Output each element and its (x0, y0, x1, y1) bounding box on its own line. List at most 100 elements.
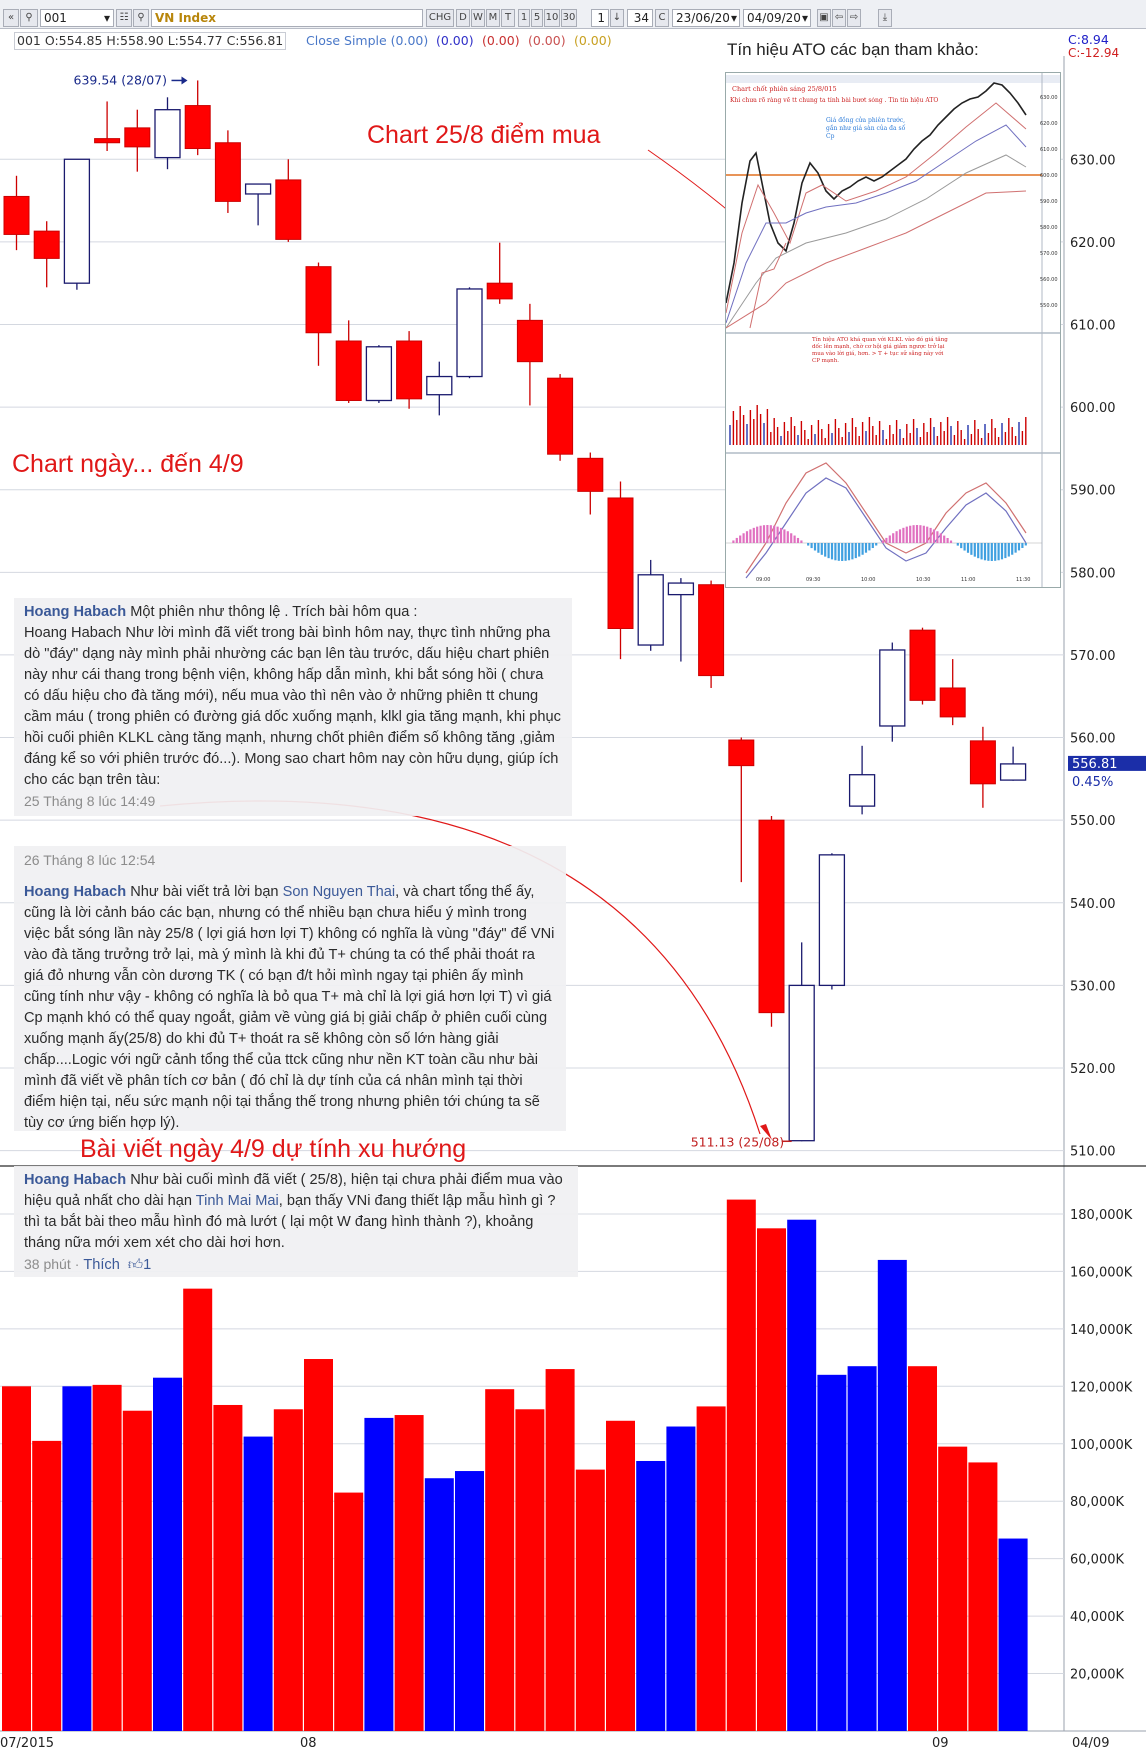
volume-bar (908, 1366, 937, 1731)
candle-body (335, 340, 362, 401)
post-3-body: , bạn thấy VNi đang thiết lập mẫu hình g… (24, 1193, 556, 1251)
post-1-time[interactable]: 25 Tháng 8 lúc 14:49 (24, 793, 156, 809)
interval-1-button[interactable]: 1 (518, 9, 530, 27)
symbol-code-select[interactable]: 001 ▾ (40, 9, 114, 27)
volume-bar (424, 1478, 454, 1731)
nav-back-button[interactable]: « (3, 9, 19, 27)
volume-bar (847, 1366, 877, 1731)
volume-bar (726, 1199, 756, 1731)
price-tick-label: 530.00 (1070, 979, 1116, 994)
zoom-icon[interactable]: ⚲ (133, 9, 149, 27)
x-tick-label: 08 (300, 1736, 317, 1751)
candle (577, 452, 604, 515)
candle (698, 580, 725, 688)
symbol-name-field[interactable]: VN Index (151, 9, 423, 27)
candle (939, 659, 966, 726)
download-icon[interactable]: ⤓ (878, 9, 892, 27)
candle (728, 737, 755, 883)
post-3-author[interactable]: Hoang Habach (24, 1172, 127, 1188)
post-2-time[interactable]: 26 Tháng 8 lúc 12:54 (24, 852, 156, 868)
post-1-author[interactable]: Hoang Habach (24, 604, 127, 620)
candle (365, 345, 393, 403)
candle (547, 374, 574, 461)
interval-10-button[interactable]: 10 (544, 9, 560, 27)
period-t-button[interactable]: T (501, 9, 515, 27)
post-2-author[interactable]: Hoang Habach (24, 884, 127, 900)
save-icon[interactable]: ▣ (817, 9, 831, 27)
volume-tick-label: 80,000K (1070, 1495, 1124, 1510)
inset-volume-note: Tín hiệu ATO khá quan với KLKL vào đó gi… (812, 337, 948, 364)
candle-body (607, 497, 634, 630)
post-2-body: , và chart tổng thể ấy, cũng là lời cảnh… (24, 884, 555, 1131)
candle-body (848, 774, 876, 807)
forecast-annotation: Bài viết ngày 4/9 dự tính xu hướng (80, 1135, 467, 1163)
interval-30-button[interactable]: 30 (561, 9, 577, 27)
candle (335, 320, 362, 403)
right-arrow-icon[interactable]: ⇨ (847, 9, 861, 27)
lookup-icon[interactable]: ☷ (116, 9, 132, 27)
candle-body (154, 109, 181, 159)
high-marker-label: 639.54 (28/07) (74, 72, 168, 87)
candle-body (547, 377, 574, 455)
candle-body (63, 158, 91, 284)
ohlc-info-bar: 001 O:554.85 H:558.90 L:554.77 C:556.81 … (0, 30, 1146, 60)
inset-subtitle-text: Khi chưa rõ ràng về tt chung ta tính bài… (730, 97, 939, 104)
x-tick-label: 04/09 (1072, 1736, 1109, 1751)
candle-body (244, 183, 272, 195)
volume-tick-label: 60,000K (1070, 1553, 1124, 1568)
volume-bar (877, 1259, 907, 1731)
volume-bar (32, 1440, 62, 1731)
bar-count-input[interactable]: 34 (627, 9, 653, 27)
post-2-lead: Như bài viết trả lời bạn (130, 884, 279, 900)
candle-body (456, 288, 483, 378)
chart-type-button[interactable]: CHG (426, 9, 454, 27)
post-3-mention[interactable]: Tinh Mai Mai (195, 1193, 279, 1209)
step-down-icon[interactable]: ↓ (610, 9, 624, 27)
candle (33, 221, 60, 288)
candle (154, 97, 181, 170)
candle (607, 481, 634, 660)
candle (426, 361, 453, 416)
candle-body (365, 346, 393, 402)
change-positive: C:8.94 (1068, 32, 1109, 47)
period-w-button[interactable]: W (471, 9, 485, 27)
candle-body (305, 266, 332, 334)
volume-bar (364, 1417, 394, 1731)
study-value-1: (0.00) (436, 33, 474, 48)
post-3: Hoang Habach Như bài cuối mình đã viết (… (14, 1166, 578, 1277)
volume-bar (575, 1469, 605, 1731)
chart-toolbar: « ⚲ 001 ▾ ☷ ⚲ VN Index CHG D W M T 1 5 10… (0, 0, 1146, 29)
volume-bar (938, 1446, 968, 1731)
inset-volume-bars (729, 405, 1027, 445)
post-2-mention[interactable]: Son Nguyen Thai (282, 884, 396, 900)
last-change-label: 0.45% (1072, 775, 1113, 790)
price-tick-label: 510.00 (1070, 1145, 1116, 1160)
candle-body (214, 142, 241, 202)
start-date-select[interactable]: 23/06/20 ▾ (672, 9, 740, 27)
volume-bar (515, 1409, 545, 1731)
left-arrow-icon[interactable]: ⇦ (832, 9, 846, 27)
post-1-body: Hoang Habach Như lời mình đã viết trong … (24, 625, 561, 788)
search-icon[interactable]: ⚲ (20, 9, 38, 27)
volume-bar (304, 1359, 333, 1731)
volume-bar (92, 1384, 122, 1731)
end-date-select[interactable]: 04/09/20 ▾ (743, 9, 811, 27)
candle (486, 242, 513, 304)
period-d-button[interactable]: D (456, 9, 470, 27)
candle-body (184, 105, 211, 150)
interval-input[interactable]: 1 (591, 9, 609, 27)
interval-5-button[interactable]: 5 (531, 9, 543, 27)
post-1-lead: Một phiên như thông lệ . Trích bài hôm q… (130, 604, 418, 620)
inset-oscillator-b (745, 477, 1027, 579)
c-button[interactable]: C (655, 9, 669, 27)
candle-body (33, 230, 60, 259)
period-m-button[interactable]: M (486, 9, 500, 27)
post-3-like-button[interactable]: Thích (83, 1257, 120, 1273)
study-value-2: (0.00) (482, 33, 520, 48)
thumbs-up-icon[interactable]: 👍︎ (127, 1257, 144, 1273)
candle-body (969, 740, 996, 785)
volume-tick-label: 140,000K (1070, 1323, 1133, 1338)
inset-price-line (726, 82, 1027, 304)
volume-bar (817, 1374, 847, 1731)
volume-bar (545, 1369, 575, 1731)
